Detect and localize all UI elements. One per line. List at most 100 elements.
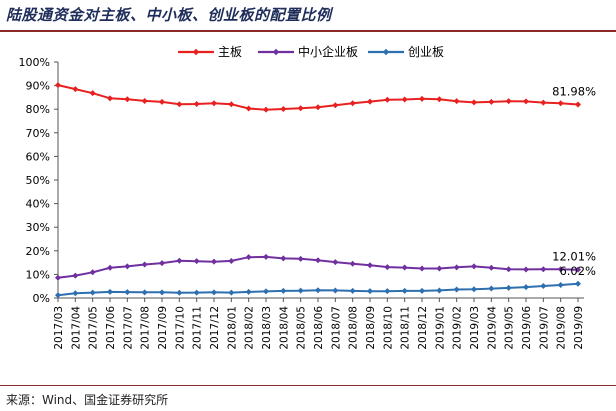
- data-point: [384, 288, 391, 295]
- legend-marker: [382, 48, 390, 56]
- data-point: [315, 287, 321, 294]
- data-point: [176, 257, 183, 264]
- data-point: [193, 289, 200, 296]
- data-point: [228, 289, 235, 296]
- data-point: [488, 285, 495, 292]
- data-point: [557, 266, 564, 273]
- x-tick-label: 2018/05: [296, 306, 308, 350]
- data-point: [297, 105, 304, 112]
- end-labels: 81.98% 12.01%6.02%: [552, 85, 596, 278]
- data-point: [488, 264, 495, 271]
- x-tick-label: 2018/10: [382, 306, 394, 350]
- data-point: [245, 288, 252, 295]
- data-point: [280, 255, 287, 262]
- data-point: [107, 95, 113, 102]
- x-tick-label: 2018/12: [417, 306, 429, 350]
- legend-marker: [192, 48, 200, 56]
- line-chart: 0% 10% 20% 30% 40% 50% 60% 70% 80% 90% 100% 2017/03…: [19, 44, 597, 350]
- y-tick-label: 40%: [26, 198, 50, 211]
- data-point: [384, 264, 391, 271]
- data-point: [471, 286, 477, 293]
- title-divider: [0, 30, 616, 32]
- data-point: [453, 98, 460, 105]
- x-tick-label: 2017/05: [88, 306, 100, 350]
- data-point: [228, 257, 235, 264]
- data-point: [89, 289, 96, 296]
- data-point: [124, 96, 131, 103]
- x-tick-label: 2017/04: [70, 306, 82, 350]
- data-point: [89, 269, 96, 276]
- legend-marker: [272, 48, 280, 56]
- data-point: [367, 288, 373, 295]
- chart-title: 陆股通资金对主板、中小板、创业板的配置比例: [6, 6, 332, 24]
- data-point: [453, 264, 460, 271]
- data-point: [245, 105, 252, 112]
- data-point: [349, 260, 356, 267]
- x-tick-label: 2019/04: [486, 306, 498, 350]
- x-tick-label: 2017/12: [209, 306, 221, 350]
- x-tick-label: 2019/02: [452, 306, 464, 350]
- data-point: [557, 100, 564, 107]
- data-point: [367, 98, 373, 105]
- data-point: [523, 284, 529, 291]
- x-tick-label: 2019/05: [504, 306, 516, 350]
- data-point: [193, 258, 200, 265]
- data-point: [315, 257, 321, 264]
- data-point: [141, 97, 148, 104]
- x-tick-label: 2019/06: [521, 306, 533, 350]
- data-point: [211, 258, 217, 265]
- x-tick-label: 2018/08: [348, 306, 360, 350]
- data-point: [471, 99, 477, 106]
- y-tick-label: 80%: [26, 103, 50, 116]
- data-point: [263, 288, 269, 295]
- x-tick-label: 2017/07: [122, 306, 134, 350]
- data-point: [263, 253, 269, 260]
- data-point: [488, 98, 495, 105]
- data-point: [89, 90, 96, 97]
- x-tick-label: 2017/11: [192, 306, 204, 350]
- data-point: [349, 100, 356, 107]
- data-point: [297, 287, 304, 294]
- data-point: [505, 266, 512, 273]
- data-point: [159, 260, 165, 267]
- data-point: [419, 95, 425, 102]
- x-tick-label: 2018/06: [313, 306, 325, 350]
- data-point: [55, 274, 61, 281]
- data-point: [72, 86, 79, 93]
- data-point: [505, 284, 512, 291]
- source-note: 来源：Wind、国金证券研究所: [6, 393, 169, 407]
- data-point: [557, 282, 564, 289]
- data-point: [124, 289, 131, 296]
- data-point: [159, 289, 165, 296]
- legend: 主板 中小企业板 创业板: [178, 44, 444, 59]
- y-tick-label: 50%: [26, 174, 50, 187]
- data-point: [263, 106, 269, 113]
- data-point: [72, 272, 79, 279]
- data-point: [245, 254, 252, 261]
- x-tick-label: 2019/08: [556, 306, 568, 350]
- legend-label: 中小企业板: [298, 44, 358, 59]
- data-point: [540, 282, 547, 289]
- data-point: [575, 101, 581, 108]
- y-tick-label: 90%: [26, 80, 50, 93]
- data-point: [228, 101, 235, 108]
- data-point: [419, 287, 425, 294]
- data-point: [332, 102, 339, 109]
- x-tick-label: 2019/03: [469, 306, 481, 350]
- x-tick-label: 2018/11: [400, 306, 412, 350]
- data-point: [72, 290, 79, 297]
- data-point: [436, 287, 443, 294]
- data-point: [124, 263, 131, 270]
- x-tick-label: 2017/08: [140, 306, 152, 350]
- data-point: [540, 266, 547, 273]
- data-point: [540, 99, 547, 106]
- data-point: [575, 280, 581, 287]
- data-point: [471, 263, 477, 270]
- data-point: [280, 287, 287, 294]
- x-tick-label: 2017/09: [157, 306, 169, 350]
- x-tick-label: 2017/03: [53, 306, 65, 350]
- x-tick-label: 2018/09: [365, 306, 377, 350]
- y-tick-label: 30%: [26, 221, 50, 234]
- data-point: [55, 82, 61, 89]
- data-point: [332, 259, 339, 266]
